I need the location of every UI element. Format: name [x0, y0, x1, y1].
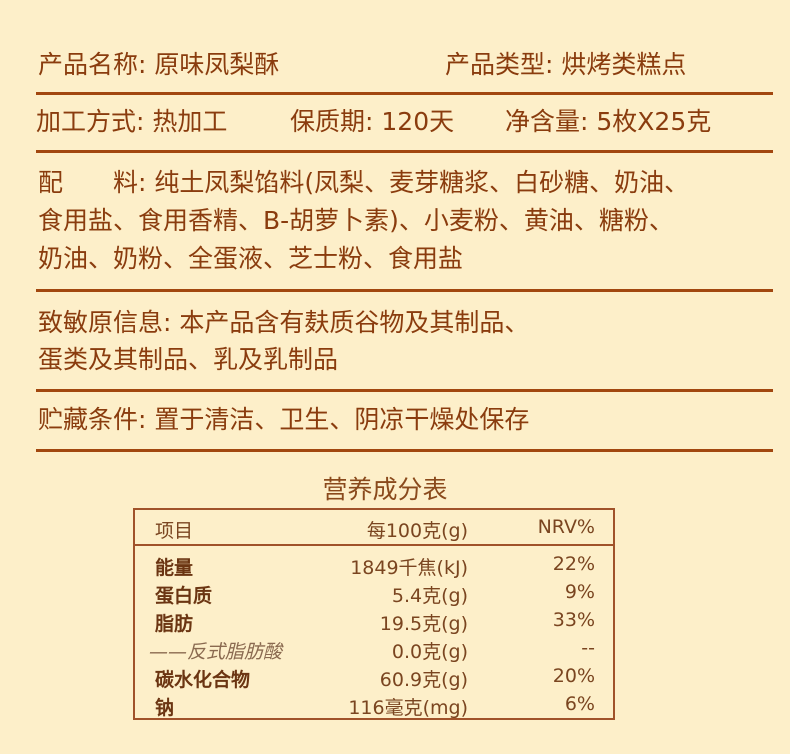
- table-row: 脂肪 19.5克(g) 33%: [135, 606, 613, 635]
- header-item: 项目: [155, 520, 194, 542]
- value: 烘烤类糕点: [561, 50, 687, 79]
- storage: 贮藏条件: 置于清洁、卫生、阴凉干燥处保存: [38, 401, 529, 439]
- nutrient-amount: 5.4克(g): [391, 585, 468, 607]
- table-row: ——反式脂肪酸 0.0克(g) --: [135, 634, 613, 663]
- net-content: 净含量: 5枚X25克: [505, 103, 711, 141]
- divider: [36, 289, 773, 292]
- divider: [36, 449, 773, 452]
- value: 原味凤梨酥: [154, 50, 280, 79]
- label: 配 料:: [38, 168, 147, 197]
- value: 热加工: [152, 107, 228, 136]
- label: 贮藏条件:: [38, 405, 147, 434]
- nutrient-name: 能量: [155, 557, 194, 579]
- table-row: 蛋白质 5.4克(g) 9%: [135, 578, 613, 607]
- value: 置于清洁、卫生、阴凉干燥处保存: [154, 405, 530, 434]
- nutrient-nrv: 20%: [552, 665, 595, 687]
- value: 120天: [381, 107, 455, 136]
- nutrient-amount: 0.0克(g): [391, 641, 468, 663]
- label: 净含量:: [505, 107, 589, 136]
- label: 保质期:: [290, 107, 374, 136]
- nutrient-name: ——反式脂肪酸: [149, 641, 283, 663]
- nutrition-table: 项目 每100克(g) NRV% 能量 1849千焦(kJ) 22% 蛋白质 5.4克(…: [133, 508, 615, 720]
- nutrient-amount: 116毫克(mg): [348, 697, 468, 719]
- ingredients-line: 配 料: 纯土凤梨馅料(凤梨、麦芽糖浆、白砂糖、奶油、: [38, 164, 689, 202]
- label: 产品类型:: [445, 50, 554, 79]
- process: 加工方式: 热加工: [36, 103, 227, 141]
- nutrient-amount: 60.9克(g): [379, 669, 468, 691]
- nutrient-name: 脂肪: [155, 613, 194, 635]
- table-header: 项目 每100克(g) NRV%: [135, 510, 613, 546]
- allergen-line: 蛋类及其制品、乳及乳制品: [38, 345, 339, 374]
- value: 纯土凤梨馅料(凤梨、麦芽糖浆、白砂糖、奶油、: [154, 168, 690, 197]
- nutrient-nrv: 9%: [564, 581, 595, 603]
- nutrient-amount: 19.5克(g): [379, 613, 468, 635]
- allergen-line: 致敏原信息: 本产品含有麸质谷物及其制品、: [38, 304, 529, 342]
- header-per100g: 每100克(g): [366, 520, 468, 542]
- value: 5枚X25克: [596, 107, 712, 136]
- table-row: 碳水化合物 60.9克(g) 20%: [135, 662, 613, 691]
- label: 产品名称:: [38, 50, 147, 79]
- value: 本产品含有麸质谷物及其制品、: [179, 308, 530, 337]
- nutrient-nrv: 6%: [564, 693, 595, 715]
- nutrient-nrv: --: [581, 637, 595, 659]
- nutrient-name: 蛋白质: [155, 585, 213, 607]
- nutrition-title: 营养成分表: [322, 475, 448, 504]
- ingredients-line: 食用盐、食用香精、B-胡萝卜素)、小麦粉、黄油、糖粉、: [38, 206, 674, 235]
- nutrient-name: 碳水化合物: [155, 669, 251, 691]
- header-nrv: NRV%: [537, 516, 595, 538]
- label: 致敏原信息:: [38, 308, 172, 337]
- nutrient-name: 钠: [155, 697, 175, 719]
- nutrient-nrv: 22%: [552, 553, 595, 575]
- divider: [36, 389, 773, 392]
- nutrient-nrv: 33%: [552, 609, 595, 631]
- label: 加工方式:: [36, 107, 145, 136]
- table-row: 能量 1849千焦(kJ) 22%: [135, 550, 613, 579]
- product-type: 产品类型: 烘烤类糕点: [445, 46, 686, 84]
- product-name: 产品名称: 原味凤梨酥: [38, 46, 279, 84]
- nutrient-amount: 1849千焦(kJ): [350, 557, 468, 579]
- divider: [36, 150, 773, 153]
- ingredients-line: 奶油、奶粉、全蛋液、芝士粉、食用盐: [38, 244, 464, 273]
- divider: [36, 92, 773, 95]
- table-row: 钠 116毫克(mg) 6%: [135, 690, 613, 719]
- shelf-life: 保质期: 120天: [290, 103, 454, 141]
